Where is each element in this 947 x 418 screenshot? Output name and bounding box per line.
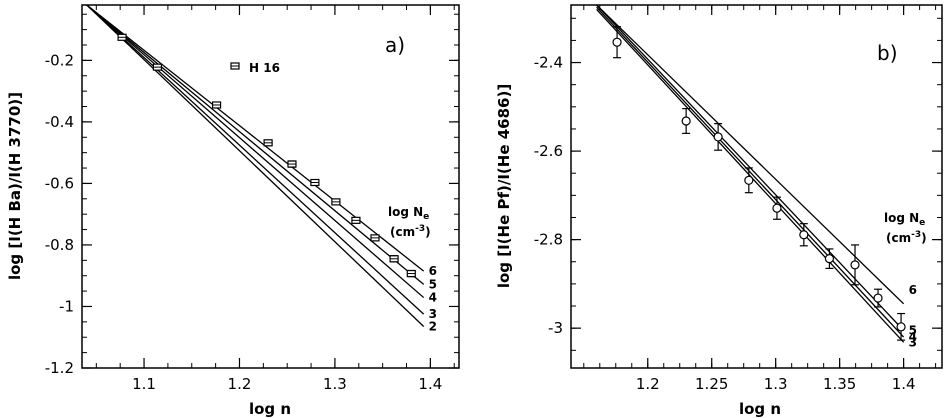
data-point xyxy=(824,254,835,264)
model-line-5 xyxy=(86,4,425,285)
panel-b-frame xyxy=(570,4,943,369)
data-point xyxy=(772,203,782,213)
x-tick-label: 1.2 xyxy=(228,375,252,393)
panel-b-model-lines: 6 543 xyxy=(596,4,917,349)
x-tick-label: 1.1 xyxy=(132,375,156,393)
x-tick-label: 1.3 xyxy=(764,375,788,393)
panel-a-tag: a) xyxy=(385,33,405,57)
model-line-4 xyxy=(86,4,425,299)
data-point xyxy=(744,175,754,185)
data-point xyxy=(873,293,883,303)
y-tick-label: -0.4 xyxy=(45,113,74,131)
model-line-label: 3 xyxy=(909,335,917,349)
panel-b-legend-units: (cm-3) xyxy=(886,230,927,245)
x-tick-label: 1.3 xyxy=(323,375,347,393)
panel-a-model-lines: 654 32 xyxy=(86,4,437,333)
data-point xyxy=(850,260,860,270)
y-tick-label: -2.6 xyxy=(534,142,563,160)
model-line-label: 5 xyxy=(429,277,437,291)
y-tick-label: -3 xyxy=(548,319,563,337)
panel-a-frame xyxy=(81,4,460,369)
y-tick-label: -2.4 xyxy=(534,54,563,72)
panel-a-legend: H 16 log Ne (cm-3) xyxy=(230,61,431,239)
model-line-label: 5 xyxy=(909,323,917,337)
panel-a-legend-title: log Ne xyxy=(388,205,429,222)
x-tick-label: 1.4 xyxy=(418,375,442,393)
data-point xyxy=(612,37,622,47)
panel-b-x-axis-label: log n xyxy=(739,400,781,418)
x-tick-label: 1.2 xyxy=(636,375,660,393)
panel-a-x-axis-label: log n xyxy=(249,400,291,418)
model-line-label: 6 xyxy=(429,264,437,278)
y-tick-label: -1.2 xyxy=(45,359,74,377)
model-line-label: 6 xyxy=(909,283,917,297)
model-line-3 xyxy=(86,4,425,315)
x-tick-label: 1.25 xyxy=(695,375,728,393)
panel-a-legend-units: (cm-3) xyxy=(390,224,431,239)
y-tick-label: -1 xyxy=(59,297,74,315)
panel-a-ticks: 1.1 1.2 1.3 1.4 -0.2 -0.4 -0.6 -0.8 -1 -1.2 xyxy=(45,5,459,393)
panel-b-ticks: 1.2 1.25 1.3 1.35 1.4 -2.4 -2.6 -2.8 -3 xyxy=(534,5,942,393)
panel-b-points xyxy=(612,26,906,341)
x-tick-label: 1.4 xyxy=(892,375,916,393)
data-point xyxy=(713,132,723,142)
panel-b-legend: log Ne (cm-3) xyxy=(884,211,927,245)
model-line-6 xyxy=(596,4,905,305)
panel-b-y-axis-label: log [I(He Pf)/I(He 4686)] xyxy=(495,84,513,288)
data-point xyxy=(799,230,809,240)
model-line-2 xyxy=(86,4,425,327)
panel-b-legend-title: log Ne xyxy=(884,211,925,228)
model-line-4 xyxy=(596,6,905,338)
x-tick-label: 1.35 xyxy=(823,375,856,393)
model-line-6 xyxy=(86,4,425,272)
model-line-label: 3 xyxy=(429,307,437,321)
legend-symbol-label: H 16 xyxy=(249,61,280,75)
panel-a-points xyxy=(117,33,416,278)
model-line-label: 2 xyxy=(429,319,437,333)
model-line-3 xyxy=(596,8,905,343)
panel-a-y-axis-label: log [I(H Ba)/I(H 3770)] xyxy=(6,92,24,280)
data-point xyxy=(896,322,906,332)
panel-a: 1.1 1.2 1.3 1.4 -0.2 -0.4 -0.6 -0.8 -1 -1.2 654 32… xyxy=(6,4,460,418)
y-tick-label: -2.8 xyxy=(534,231,563,249)
panel-b-tag: b) xyxy=(877,41,898,65)
y-tick-label: -0.8 xyxy=(45,236,74,254)
model-line-label: 4 xyxy=(909,330,917,344)
y-tick-label: -0.2 xyxy=(45,51,74,69)
model-line-label: 4 xyxy=(429,291,437,305)
data-point xyxy=(681,116,691,126)
y-tick-label: -0.6 xyxy=(45,174,74,192)
